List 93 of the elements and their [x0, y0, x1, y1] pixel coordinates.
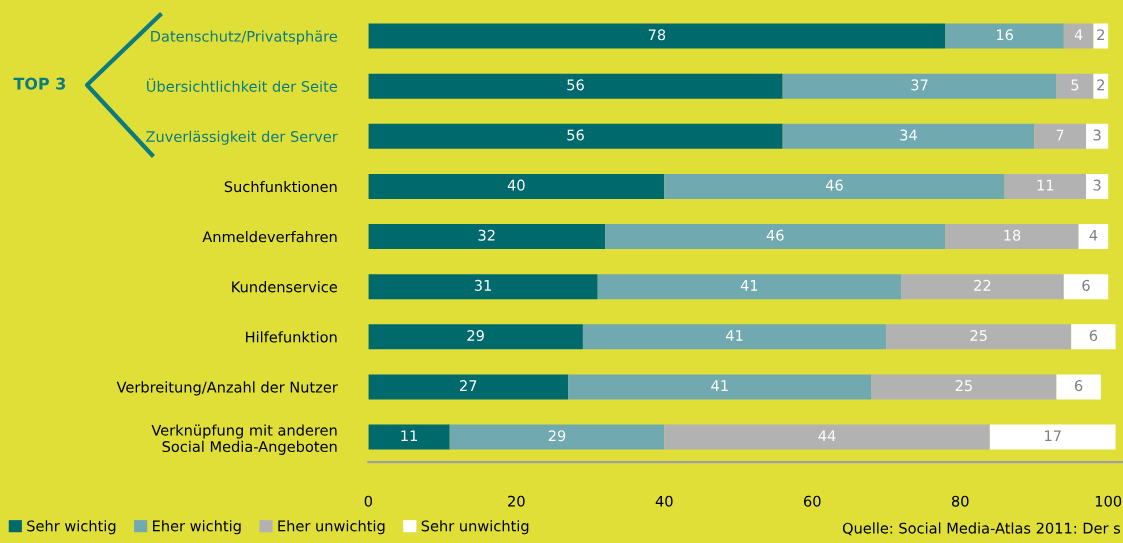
data-label: 25: [970, 329, 987, 342]
bar: [945, 224, 1079, 250]
bar: [582, 324, 887, 350]
bar: [449, 424, 665, 450]
y-tick-label: Zuverlässigkeit der Server: [146, 130, 338, 145]
bar: [989, 424, 1116, 450]
legend-label: Sehr unwichtig: [421, 520, 529, 535]
bar: [1063, 23, 1094, 49]
bar: [368, 23, 946, 49]
y-tick-label: Übersichtlichkeit der Seite: [147, 78, 338, 92]
legend-label: Eher unwichtig: [278, 520, 385, 535]
data-label: 41: [711, 380, 728, 391]
y-tick-label: Hilfefunktion: [246, 331, 337, 343]
data-label: 29: [467, 329, 484, 342]
x-tick-label: 0: [364, 495, 373, 507]
data-label: 6: [1074, 380, 1083, 392]
bar: [568, 374, 872, 400]
y-tick-label: Verbreitung/Anzahl der Nutzer: [116, 381, 338, 396]
data-label: 2: [1097, 29, 1104, 41]
bar: [1034, 123, 1087, 149]
bar: [1078, 224, 1109, 250]
data-label: 2: [1097, 79, 1104, 91]
data-label: 37: [911, 79, 928, 91]
data-label: 3: [1093, 179, 1101, 191]
bar: [901, 274, 1064, 300]
bar: [368, 173, 665, 199]
y-tick-label: Datenschutz/Privatsphäre: [151, 30, 338, 45]
data-label: 27: [460, 380, 477, 391]
bar: [1086, 173, 1109, 199]
bar: [1093, 73, 1109, 99]
y-tick-label: Kundenservice: [232, 281, 338, 293]
data-label: 78: [648, 29, 666, 41]
bar: [782, 123, 1035, 149]
y-tick-label: Anmeldeverfahren: [202, 231, 337, 243]
data-label: 32: [478, 229, 495, 241]
bar: [886, 324, 1072, 350]
bar: [664, 424, 990, 450]
bar: [605, 224, 946, 250]
data-label: 4: [1074, 29, 1083, 41]
bar: [1056, 73, 1094, 99]
bar: [1056, 374, 1101, 400]
data-label: 41: [740, 280, 758, 291]
data-label: 34: [900, 129, 917, 141]
data-label: 18: [1004, 229, 1021, 241]
bar: [597, 274, 902, 300]
bar: [368, 274, 598, 300]
data-label: 56: [567, 129, 584, 141]
y-tick-label: Suchfunktionen: [224, 180, 337, 193]
bar: [1004, 173, 1087, 199]
data-label: 16: [996, 29, 1013, 41]
data-label: 11: [401, 430, 417, 442]
x-tick-label: 80: [951, 495, 969, 507]
bar: [1086, 123, 1109, 149]
data-label: 3: [1093, 129, 1101, 141]
bar: [871, 374, 1057, 400]
data-label: 6: [1082, 279, 1090, 291]
x-tick-label: 100: [1095, 495, 1122, 507]
bar: [368, 324, 583, 350]
data-label: 22: [974, 279, 991, 291]
data-label: 11: [1037, 179, 1054, 191]
data-label: 41: [726, 330, 743, 341]
x-tick-label: 60: [804, 495, 821, 507]
legend-label: Sehr wichtig: [27, 520, 116, 535]
bar: [368, 374, 569, 400]
x-tick-label: 40: [655, 495, 673, 507]
data-label: 4: [1089, 229, 1098, 241]
data-label: 40: [507, 179, 525, 191]
bar: [368, 73, 783, 99]
bar: [1071, 324, 1116, 350]
source-note: Quelle: Social Media-Atlas 2011: Der s: [842, 522, 1121, 536]
bar: [945, 23, 1064, 49]
data-label: 29: [548, 430, 566, 442]
data-label: 56: [567, 79, 584, 91]
bar: [368, 424, 450, 450]
bar: [1093, 23, 1109, 49]
data-label: 5: [1071, 79, 1079, 91]
text: TOP 3: [13, 77, 66, 90]
data-label: 46: [825, 179, 843, 191]
legend-label: Eher wichtig: [153, 520, 241, 535]
data-label: 44: [818, 430, 836, 442]
bar: [368, 123, 783, 149]
data-label: 25: [955, 380, 972, 392]
bar: [664, 173, 1005, 199]
data-label: 46: [766, 229, 784, 241]
bar: [782, 73, 1057, 99]
data-label: 17: [1045, 430, 1061, 442]
data-label: 31: [474, 279, 491, 291]
bar: [1063, 274, 1109, 300]
x-tick-label: 20: [508, 495, 525, 507]
y-tick-label: Verknüpfung mit anderen Social Media-Angeboten: [151, 424, 337, 455]
data-label: 7: [1056, 129, 1064, 141]
bar: [368, 224, 606, 250]
data-label: 6: [1089, 329, 1098, 342]
